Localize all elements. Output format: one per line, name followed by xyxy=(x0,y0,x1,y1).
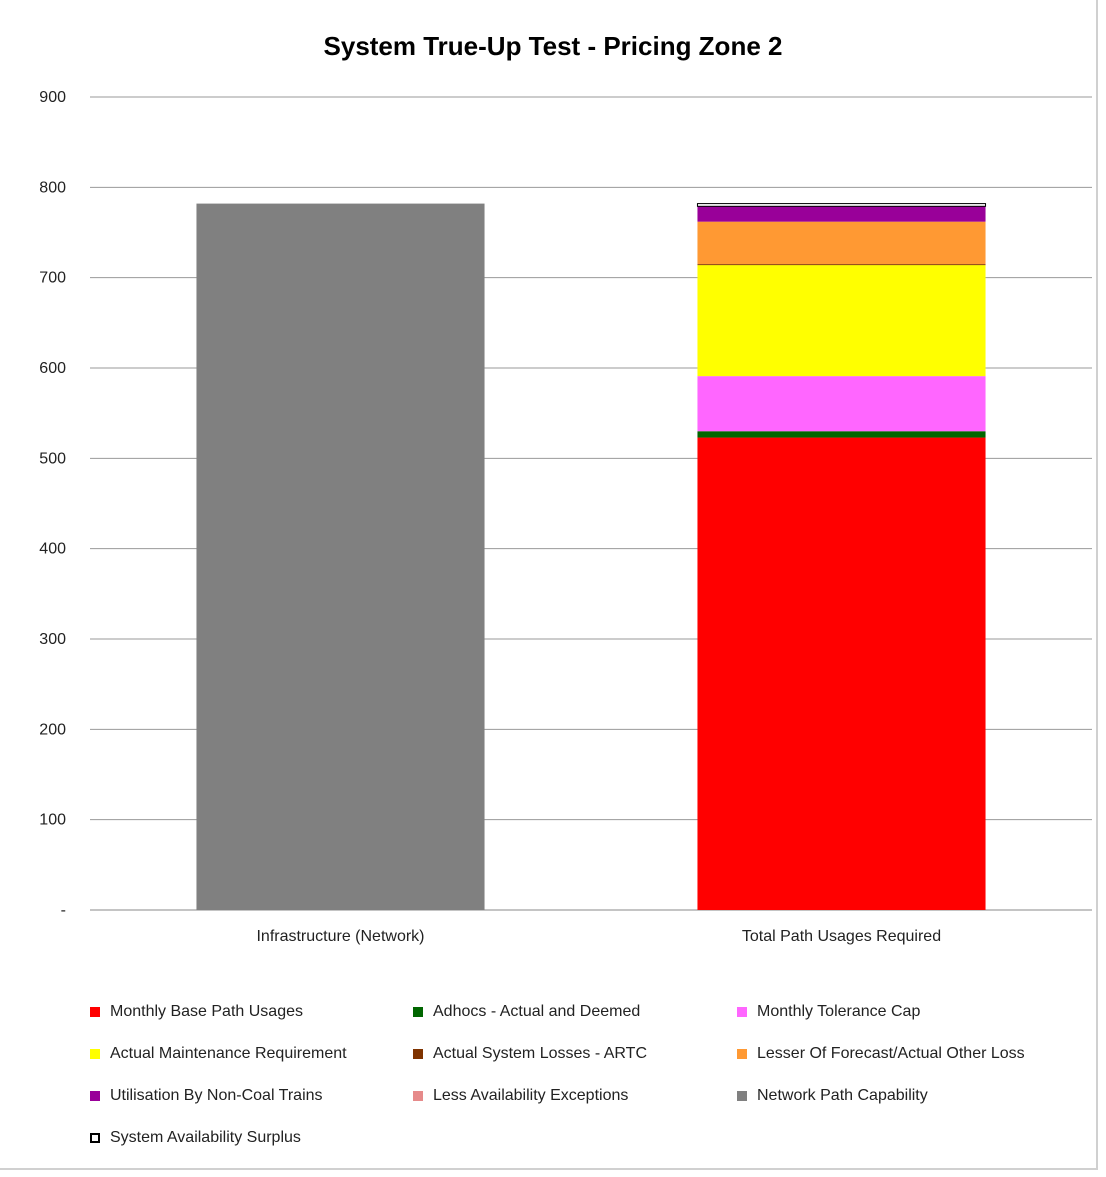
y-tick-label: 700 xyxy=(39,270,66,287)
legend-label: Actual Maintenance Requirement xyxy=(110,1045,347,1062)
legend-label: Network Path Capability xyxy=(757,1087,928,1104)
legend-swatch xyxy=(90,1007,100,1017)
y-tick-label: 900 xyxy=(39,89,66,106)
legend-item: Less Availability Exceptions xyxy=(413,1087,628,1105)
bar-segment xyxy=(697,437,986,910)
y-tick-label: 800 xyxy=(39,179,66,196)
legend-item: Lesser Of Forecast/Actual Other Loss xyxy=(737,1045,1025,1063)
legend-swatch xyxy=(90,1049,100,1059)
bar-segment xyxy=(697,221,986,265)
bar-segment xyxy=(697,206,986,222)
y-tick-label: 100 xyxy=(39,812,66,829)
x-tick-label: Total Path Usages Required xyxy=(742,928,941,945)
legend-swatch xyxy=(737,1091,747,1101)
legend-swatch xyxy=(413,1049,423,1059)
legend-label: Monthly Base Path Usages xyxy=(110,1003,303,1020)
bar-segment xyxy=(696,203,987,207)
legend-item: System Availability Surplus xyxy=(90,1129,301,1147)
y-tick-label: 600 xyxy=(39,360,66,377)
legend-label: Adhocs - Actual and Deemed xyxy=(433,1003,641,1020)
bar-segment xyxy=(697,265,986,377)
legend-label: Monthly Tolerance Cap xyxy=(757,1003,921,1020)
legend-swatch xyxy=(413,1091,423,1101)
y-tick-label: 400 xyxy=(39,541,66,558)
bar-segment xyxy=(697,431,986,438)
x-axis-ticks: Infrastructure (Network) Total Path Usage… xyxy=(256,928,941,945)
legend-item: Network Path Capability xyxy=(737,1087,928,1105)
y-tick-label: 300 xyxy=(39,631,66,648)
bar-segment xyxy=(697,376,986,432)
legend-swatch xyxy=(413,1007,423,1017)
legend-item: Actual System Losses - ARTC xyxy=(413,1045,647,1063)
legend-item: Adhocs - Actual and Deemed xyxy=(413,1003,640,1021)
legend-swatch xyxy=(90,1133,100,1143)
legend-label: Actual System Losses - ARTC xyxy=(433,1045,647,1062)
legend-item: Monthly Tolerance Cap xyxy=(737,1003,920,1021)
bar-segment xyxy=(697,264,986,266)
legend-swatch xyxy=(90,1091,100,1101)
bars xyxy=(196,203,987,911)
chart-title: System True-Up Test - Pricing Zone 2 xyxy=(324,31,783,61)
y-tick-label: 200 xyxy=(39,721,66,738)
y-tick-label: 500 xyxy=(39,450,66,467)
bar-segment xyxy=(196,203,485,911)
y-axis-ticks: - 100 200 300 400 500 600 700 800 900 xyxy=(39,89,66,919)
legend-item: Utilisation By Non-Coal Trains xyxy=(90,1087,323,1105)
legend-swatch xyxy=(737,1007,747,1017)
legend-label: System Availability Surplus xyxy=(110,1129,301,1146)
legend-item: Actual Maintenance Requirement xyxy=(90,1045,347,1063)
legend-label: Utilisation By Non-Coal Trains xyxy=(110,1087,323,1104)
legend-label: Less Availability Exceptions xyxy=(433,1087,629,1104)
y-tick-label: - xyxy=(61,902,66,919)
legend-swatch xyxy=(737,1049,747,1059)
legend-item: Monthly Base Path Usages xyxy=(90,1003,303,1021)
x-tick-label: Infrastructure (Network) xyxy=(256,928,424,945)
legend-label: Lesser Of Forecast/Actual Other Loss xyxy=(757,1045,1025,1062)
